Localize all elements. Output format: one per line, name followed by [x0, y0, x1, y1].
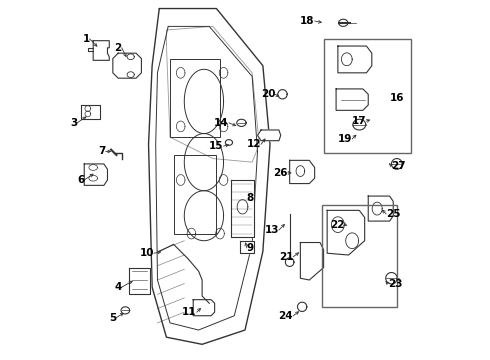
Bar: [323, 39, 411, 153]
Polygon shape: [93, 41, 109, 60]
Text: 17: 17: [352, 116, 367, 126]
Text: 4: 4: [114, 282, 122, 292]
Text: 13: 13: [265, 225, 279, 235]
Text: 9: 9: [247, 243, 254, 253]
Text: 11: 11: [182, 307, 197, 317]
Polygon shape: [81, 105, 100, 119]
Polygon shape: [129, 267, 150, 294]
Polygon shape: [84, 164, 107, 185]
Text: 15: 15: [209, 141, 223, 151]
Text: 2: 2: [115, 43, 122, 53]
Polygon shape: [327, 210, 365, 255]
Text: 23: 23: [388, 279, 402, 289]
Text: 10: 10: [140, 248, 154, 258]
Polygon shape: [258, 130, 281, 141]
Bar: [322, 205, 397, 307]
Text: 25: 25: [386, 209, 401, 219]
Polygon shape: [300, 243, 323, 280]
Polygon shape: [338, 46, 372, 73]
Polygon shape: [336, 89, 368, 111]
Text: 5: 5: [109, 312, 117, 323]
Polygon shape: [240, 241, 254, 253]
Text: 27: 27: [392, 161, 406, 171]
Polygon shape: [231, 180, 254, 237]
Text: 1: 1: [82, 34, 90, 44]
Polygon shape: [193, 300, 215, 316]
Text: 19: 19: [338, 134, 352, 144]
Text: 7: 7: [98, 147, 106, 157]
Text: 24: 24: [279, 311, 293, 321]
Text: 8: 8: [247, 193, 254, 203]
Polygon shape: [113, 53, 142, 78]
Polygon shape: [290, 160, 315, 184]
Text: 18: 18: [300, 16, 315, 26]
Text: 22: 22: [331, 220, 345, 230]
Polygon shape: [368, 196, 393, 221]
Text: 14: 14: [214, 118, 229, 128]
Text: 6: 6: [77, 175, 84, 185]
Text: 21: 21: [279, 252, 293, 262]
Text: 20: 20: [261, 89, 275, 99]
Text: 16: 16: [390, 93, 404, 103]
Text: 3: 3: [70, 118, 77, 128]
Text: 12: 12: [246, 139, 261, 149]
Text: 26: 26: [273, 168, 288, 178]
